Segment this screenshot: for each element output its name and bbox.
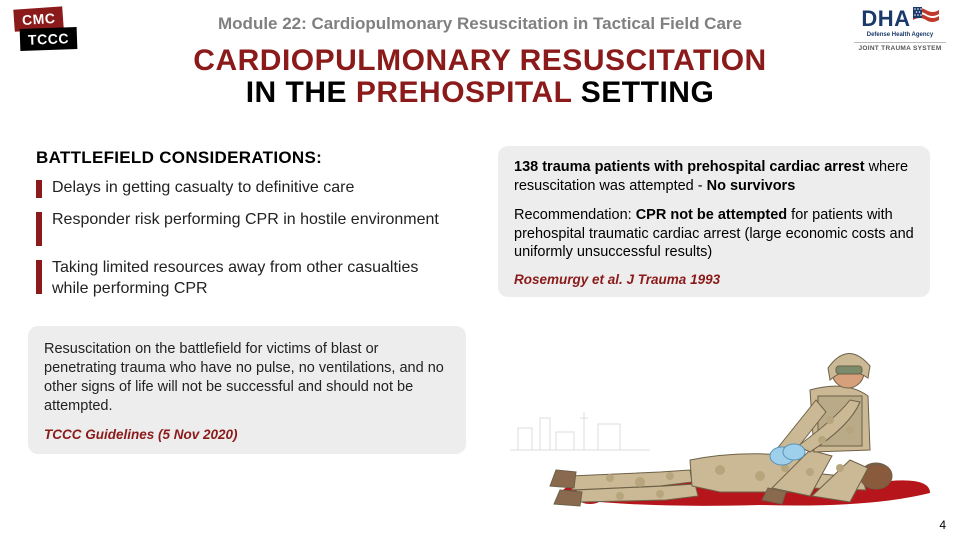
title-line-1: CARDIOPULMONARY RESUSCITATION — [0, 44, 960, 78]
bullet-1: Delays in getting casualty to definitive… — [36, 178, 456, 198]
cpr-illustration — [510, 300, 940, 510]
battlefield-heading: BATTLEFIELD CONSIDERATIONS: — [36, 148, 456, 168]
slide-title: CARDIOPULMONARY RESUSCITATION IN THE PRE… — [0, 44, 960, 110]
left-column: BATTLEFIELD CONSIDERATIONS: Delays in ge… — [36, 148, 456, 311]
page-number: 4 — [939, 518, 946, 532]
study-cite: Rosemurgy et al. J Trauma 1993 — [514, 272, 914, 287]
tccc-body: Resuscitation on the battlefield for vic… — [44, 340, 450, 417]
title-l1a: CARDIOPULMONARY RESUSCITATION — [193, 44, 766, 77]
study-p2b: CPR not be attempted — [636, 207, 787, 223]
study-box: 138 trauma patients with prehospital car… — [498, 146, 930, 297]
bullet-2-text: Responder risk performing CPR in hostile… — [52, 210, 439, 230]
study-p1c: No survivors — [707, 178, 796, 194]
bullet-bar-icon — [36, 212, 42, 246]
tccc-cite: TCCC Guidelines (5 Nov 2020) — [44, 427, 450, 442]
study-p2: Recommendation: CPR not be attempted for… — [514, 206, 914, 263]
tccc-guidelines-box: Resuscitation on the battlefield for vic… — [28, 326, 466, 454]
bullet-bar-icon — [36, 260, 42, 294]
title-l2a: IN THE — [246, 76, 356, 109]
slide: CMC TCCC DHA Defense Health Agency JOINT… — [0, 0, 960, 540]
title-l2b: PREHOSPITAL — [356, 76, 572, 109]
bullet-3: Taking limited resources away from other… — [36, 258, 456, 299]
title-line-2: IN THE PREHOSPITAL SETTING — [0, 76, 960, 110]
bullet-1-text: Delays in getting casualty to definitive… — [52, 178, 354, 198]
bullet-bar-icon — [36, 180, 42, 198]
bullet-3-text: Taking limited resources away from other… — [52, 258, 456, 299]
title-l2c: SETTING — [572, 76, 714, 109]
study-p1: 138 trauma patients with prehospital car… — [514, 158, 914, 196]
study-p2a: Recommendation: — [514, 207, 636, 223]
study-p1a: 138 trauma patients with prehospital car… — [514, 159, 865, 175]
bullet-2: Responder risk performing CPR in hostile… — [36, 210, 456, 246]
module-header: Module 22: Cardiopulmonary Resuscitation… — [0, 14, 960, 34]
